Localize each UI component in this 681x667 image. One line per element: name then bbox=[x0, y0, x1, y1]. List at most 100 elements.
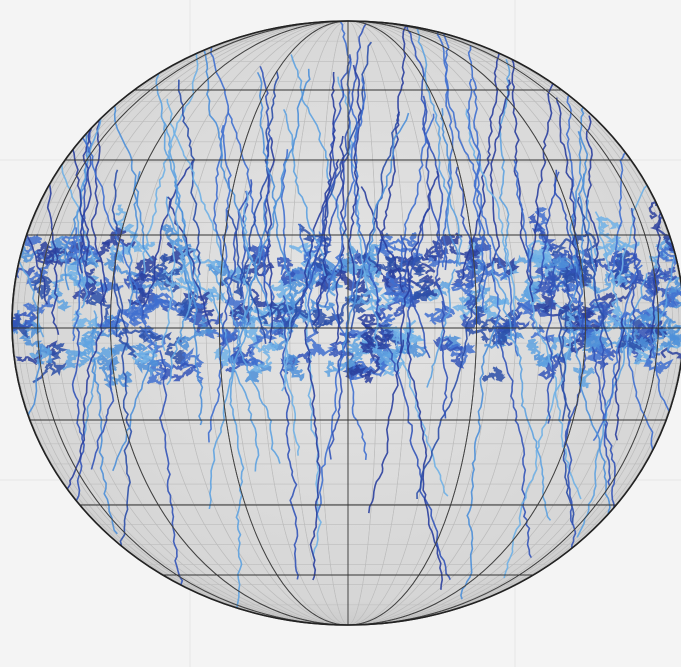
track bbox=[669, 332, 681, 348]
track bbox=[595, 216, 626, 249]
track bbox=[654, 288, 681, 317]
track bbox=[415, 26, 463, 267]
track bbox=[228, 302, 253, 325]
track bbox=[426, 268, 456, 388]
track bbox=[630, 207, 639, 344]
track bbox=[481, 365, 506, 383]
track bbox=[576, 197, 614, 349]
track bbox=[123, 266, 164, 293]
track bbox=[140, 21, 193, 286]
track bbox=[599, 302, 611, 487]
track bbox=[32, 342, 69, 384]
track bbox=[176, 316, 214, 352]
track bbox=[287, 273, 315, 295]
track bbox=[62, 349, 89, 371]
sphere-outline bbox=[11, 20, 681, 626]
track bbox=[12, 260, 36, 279]
track bbox=[324, 76, 367, 308]
meridian bbox=[109, 21, 587, 625]
track bbox=[592, 264, 643, 442]
track bbox=[288, 54, 352, 334]
track bbox=[306, 331, 337, 357]
track bbox=[299, 223, 316, 334]
track bbox=[400, 113, 435, 271]
track bbox=[259, 66, 272, 308]
track bbox=[514, 274, 546, 303]
track bbox=[183, 270, 204, 426]
track bbox=[400, 235, 431, 359]
track bbox=[491, 260, 552, 521]
track bbox=[406, 332, 444, 590]
track bbox=[118, 328, 172, 359]
track bbox=[395, 340, 428, 359]
track bbox=[203, 50, 272, 318]
track bbox=[576, 273, 648, 538]
track bbox=[337, 21, 375, 286]
track bbox=[134, 255, 158, 277]
track bbox=[173, 181, 199, 301]
track bbox=[127, 272, 152, 306]
track bbox=[409, 278, 435, 304]
track bbox=[358, 338, 387, 358]
track bbox=[468, 234, 492, 259]
track bbox=[553, 169, 584, 345]
track bbox=[347, 314, 395, 339]
track bbox=[112, 204, 140, 251]
track bbox=[210, 292, 260, 472]
track bbox=[256, 71, 295, 316]
track bbox=[517, 299, 555, 343]
track bbox=[72, 268, 97, 302]
track bbox=[660, 347, 681, 367]
track bbox=[395, 331, 449, 497]
track bbox=[614, 318, 626, 441]
track bbox=[467, 44, 489, 312]
track bbox=[164, 335, 188, 368]
track bbox=[282, 109, 327, 277]
track bbox=[360, 186, 404, 293]
track bbox=[166, 274, 200, 386]
track bbox=[586, 343, 614, 363]
track bbox=[276, 256, 298, 286]
track bbox=[432, 336, 465, 369]
track bbox=[460, 316, 502, 600]
meridian bbox=[218, 21, 478, 625]
track bbox=[177, 79, 201, 276]
track bbox=[610, 246, 639, 274]
track bbox=[244, 359, 272, 383]
track bbox=[527, 282, 582, 500]
track bbox=[221, 179, 253, 345]
track bbox=[103, 251, 141, 279]
track bbox=[370, 273, 451, 581]
track bbox=[530, 294, 558, 314]
track bbox=[74, 275, 109, 293]
track bbox=[450, 264, 478, 289]
track bbox=[498, 58, 511, 275]
track bbox=[189, 310, 224, 335]
track bbox=[279, 321, 301, 456]
track bbox=[384, 255, 427, 277]
track bbox=[90, 359, 115, 470]
track bbox=[112, 303, 154, 327]
track bbox=[435, 25, 519, 357]
track bbox=[491, 301, 550, 334]
track bbox=[134, 350, 159, 379]
track bbox=[213, 345, 237, 367]
track bbox=[161, 241, 176, 351]
track bbox=[439, 232, 464, 247]
track bbox=[624, 318, 677, 351]
track bbox=[207, 328, 227, 443]
track bbox=[108, 342, 148, 358]
track bbox=[466, 78, 501, 349]
track bbox=[635, 267, 668, 297]
track bbox=[558, 308, 567, 422]
track bbox=[74, 327, 97, 368]
track bbox=[323, 351, 364, 377]
track bbox=[29, 345, 53, 365]
track bbox=[331, 306, 368, 460]
track bbox=[72, 227, 82, 342]
track bbox=[220, 124, 234, 300]
track bbox=[347, 64, 362, 285]
track bbox=[239, 70, 280, 300]
track bbox=[91, 359, 118, 535]
